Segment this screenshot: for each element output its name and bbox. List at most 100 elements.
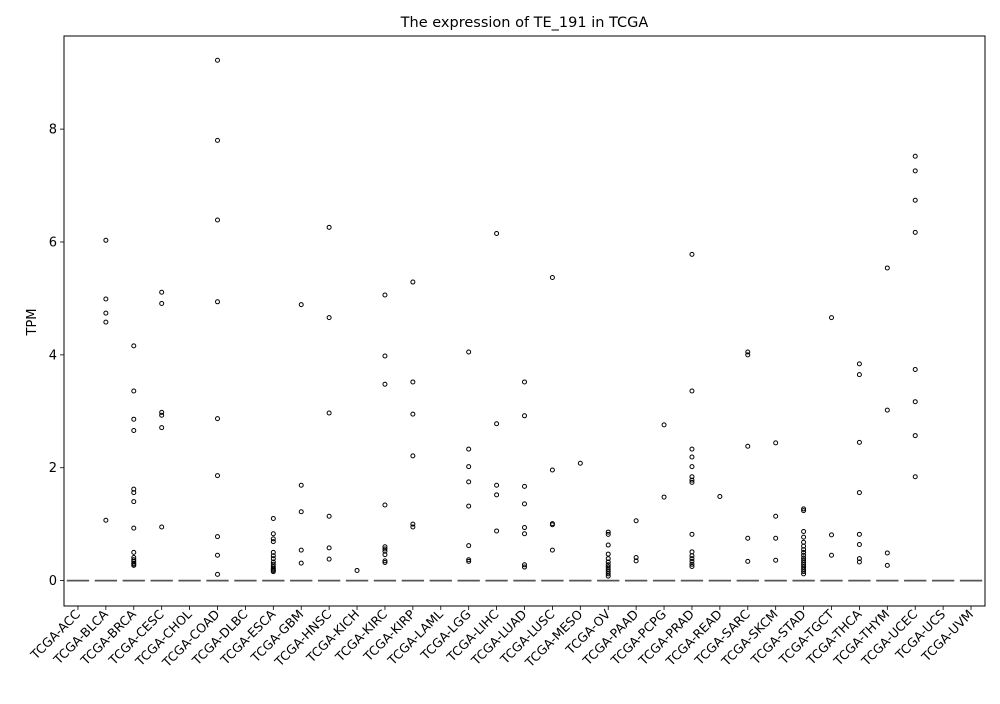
outlier-point (494, 231, 500, 237)
outlier-point (549, 467, 555, 473)
outlier-point (856, 541, 862, 547)
outlier-point (912, 197, 918, 203)
outlier-point (689, 454, 695, 460)
outlier-point (298, 560, 304, 566)
outlier-point (131, 388, 137, 394)
outlier-point (605, 529, 611, 535)
outlier-point (801, 566, 807, 572)
outlier-point (382, 560, 388, 566)
outlier-point (689, 464, 695, 470)
outlier-point (745, 535, 751, 541)
outlier-point (382, 552, 388, 558)
y-tick-label: 0 (49, 574, 57, 589)
outlier-point (856, 490, 862, 496)
outlier-point (410, 521, 416, 527)
outlier-point (354, 567, 360, 573)
outlier-point (605, 566, 611, 572)
outlier-point (745, 558, 751, 564)
outlier-point (745, 352, 751, 358)
outlier-point (605, 531, 611, 537)
outlier-point (745, 349, 751, 355)
outlier-point (103, 237, 109, 243)
outlier-point (270, 553, 276, 559)
outlier-point (131, 562, 137, 568)
outlier-point (382, 381, 388, 387)
outlier-point (410, 379, 416, 385)
outlier-point (410, 411, 416, 417)
outlier-point (689, 561, 695, 567)
outlier-point (326, 224, 332, 230)
outlier-point (605, 551, 611, 557)
outlier-point (215, 571, 220, 577)
outlier-point (159, 412, 165, 418)
outlier-point (466, 479, 472, 485)
outlier-point (717, 494, 723, 500)
outlier-point (689, 474, 695, 480)
outlier-point (159, 409, 165, 415)
outlier-point (829, 315, 834, 321)
outlier-point (633, 554, 639, 560)
outlier-point (605, 573, 611, 579)
outlier-point (884, 562, 890, 568)
outlier-point (382, 558, 388, 564)
outlier-point (912, 153, 918, 159)
outlier-point (605, 571, 611, 577)
outlier-point (856, 439, 862, 445)
outlier-point (829, 552, 834, 558)
outlier-point (605, 556, 611, 562)
outlier-point (270, 556, 276, 562)
outlier-point (131, 549, 137, 555)
outlier-point (856, 559, 862, 565)
outlier-point (103, 319, 109, 325)
outlier-point (131, 343, 137, 349)
outlier-point (522, 379, 527, 385)
outlier-point (801, 547, 807, 553)
outlier-point (131, 486, 137, 492)
outlier-point (494, 492, 500, 498)
outlier-point (661, 422, 667, 428)
outlier-point (689, 388, 695, 394)
outlier-point (605, 569, 611, 575)
outlier-point (801, 557, 807, 563)
outlier-point (131, 525, 137, 531)
outlier-point (856, 361, 862, 367)
outlier-point (466, 557, 472, 563)
outlier-point (298, 547, 304, 553)
outlier-point (577, 460, 583, 466)
outlier-point (215, 57, 220, 63)
outlier-point (103, 310, 109, 316)
outlier-point (131, 416, 137, 422)
outlier-point (466, 446, 472, 452)
outlier-point (270, 549, 276, 555)
outlier-point (410, 453, 416, 459)
outlier-point (801, 534, 807, 540)
outlier-point (382, 548, 388, 554)
outlier-point (270, 531, 276, 537)
outlier-point (298, 509, 304, 515)
outlier-point (215, 552, 220, 558)
y-tick-label: 6 (49, 235, 57, 250)
outlier-point (801, 549, 807, 555)
outlier-point (689, 531, 695, 537)
outlier-point (549, 522, 555, 528)
outlier-point (605, 542, 611, 548)
outlier-point (466, 543, 472, 549)
outlier-point (466, 503, 472, 509)
outlier-point (605, 562, 611, 568)
outlier-point (773, 513, 779, 519)
outlier-point (773, 440, 779, 446)
plot-area: 02468TCGA-ACCTCGA-BLCATCGA-BRCATCGA-CESC… (27, 35, 986, 671)
outlier-point (326, 545, 332, 551)
outlier-point (884, 550, 890, 556)
outlier-point (633, 518, 639, 524)
outlier-point (801, 552, 807, 558)
outlier-point (103, 296, 109, 302)
outlier-point (689, 477, 695, 483)
outlier-point (605, 564, 611, 570)
outlier-point (131, 499, 137, 505)
outlier-point (103, 517, 109, 523)
outlier-point (801, 529, 807, 535)
outlier-point (159, 289, 165, 295)
outlier-point (215, 217, 220, 223)
